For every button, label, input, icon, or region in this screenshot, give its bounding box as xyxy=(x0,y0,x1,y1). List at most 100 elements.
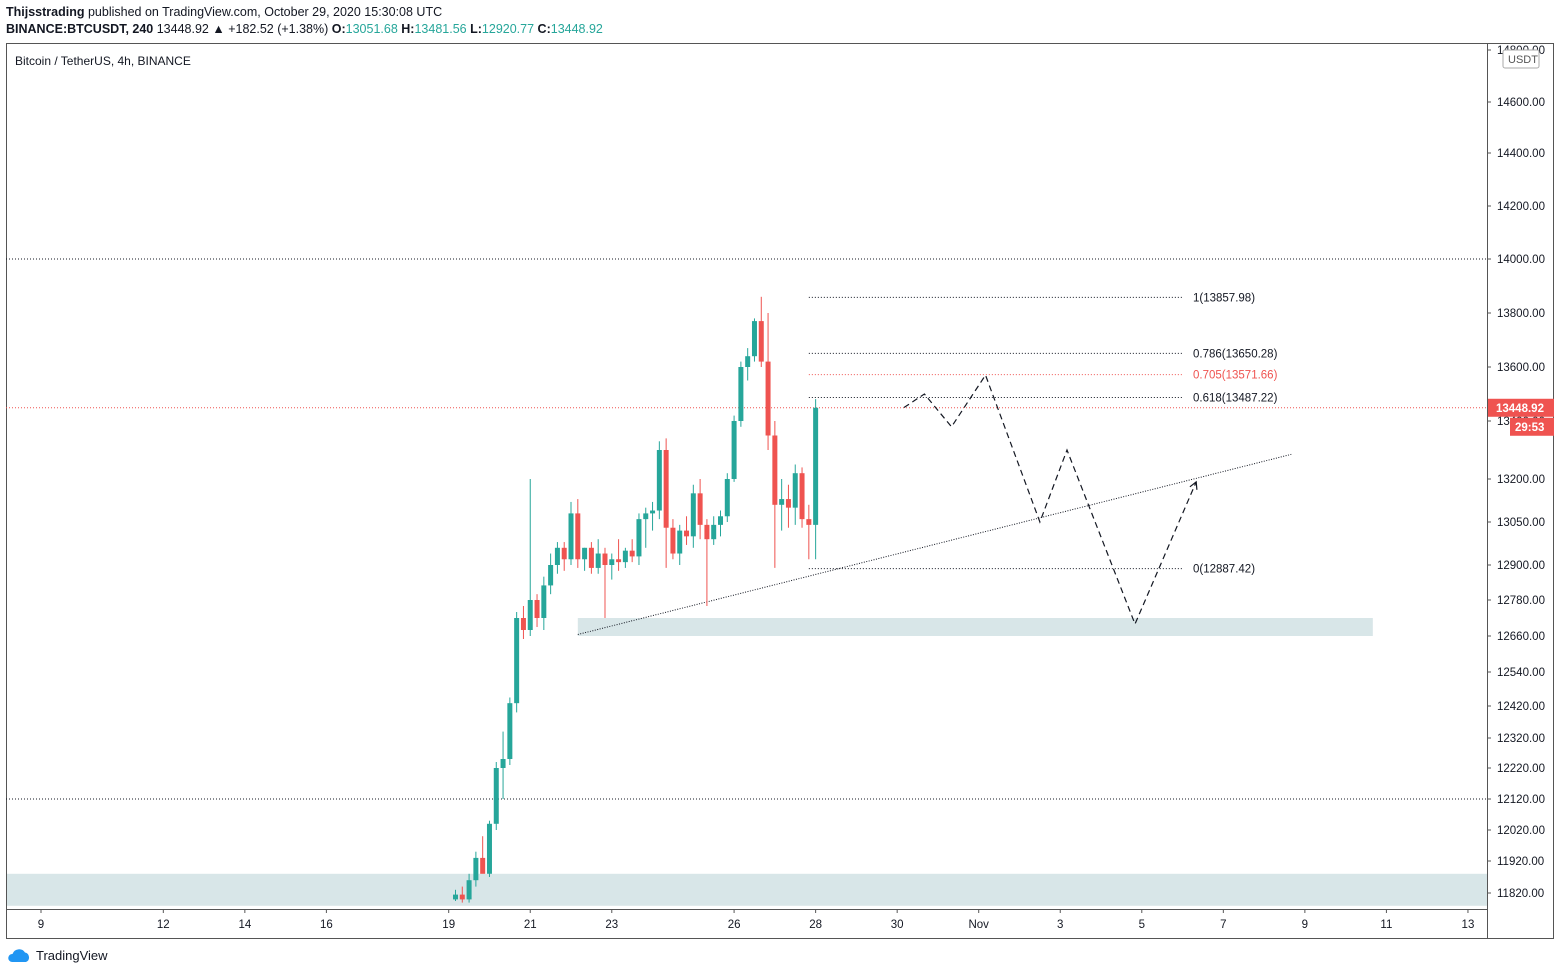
last-price: 13448.92 xyxy=(156,22,209,36)
x-tick-label: 13 xyxy=(1462,919,1475,931)
fib-level-label: 0.618(13487.22) xyxy=(1193,392,1278,404)
candle xyxy=(684,516,690,545)
x-tick-label: 26 xyxy=(728,919,741,931)
close-value: 13448.92 xyxy=(550,22,603,36)
candle-body xyxy=(622,550,628,563)
candle-body xyxy=(609,559,615,565)
candle-body xyxy=(534,600,540,618)
tradingview-logo[interactable]: TradingView xyxy=(6,948,108,963)
candle xyxy=(758,296,764,367)
x-tick-label: 12 xyxy=(157,919,170,931)
candle xyxy=(806,504,812,560)
candle xyxy=(602,547,608,618)
y-tick-label: 13200.00 xyxy=(1497,474,1545,486)
y-tick-label: 12900.00 xyxy=(1497,560,1545,572)
published-text: published on TradingView.com, October 29… xyxy=(87,5,443,19)
candle xyxy=(670,519,676,560)
chart-frame xyxy=(6,43,1554,939)
y-tick-label: 14600.00 xyxy=(1497,97,1545,109)
x-tick-label: 30 xyxy=(891,919,904,931)
publisher-line: Thijsstrading published on TradingView.c… xyxy=(6,5,442,19)
candle xyxy=(813,399,819,560)
x-tick-label: 9 xyxy=(1302,919,1308,931)
candle-body xyxy=(724,479,730,517)
y-tick-label: 13800.00 xyxy=(1497,308,1545,320)
candle xyxy=(480,836,486,874)
y-tick-label: 11820.00 xyxy=(1497,888,1544,900)
x-tick-label: 5 xyxy=(1139,919,1145,931)
candle xyxy=(650,501,656,531)
y-tick-label: 12660.00 xyxy=(1497,631,1545,643)
y-tick-label: 12780.00 xyxy=(1497,595,1545,607)
candle xyxy=(534,594,540,627)
candle xyxy=(772,421,778,568)
candle xyxy=(785,484,791,528)
candle xyxy=(663,438,669,568)
high-value: 13481.56 xyxy=(414,22,467,36)
fib-level-label: 0.705(13571.66) xyxy=(1193,370,1278,382)
candle-body xyxy=(527,600,533,630)
candle xyxy=(588,542,594,574)
candle xyxy=(690,484,696,548)
candle xyxy=(595,539,601,574)
candle-body xyxy=(554,547,560,565)
fib-level-label: 1(13857.98) xyxy=(1193,292,1255,304)
candle xyxy=(582,547,588,571)
candle-body xyxy=(575,513,581,560)
x-tick-label: 19 xyxy=(442,919,455,931)
currency-badge-box xyxy=(1502,49,1540,69)
candle-body xyxy=(670,527,676,554)
y-tick-label: 12420.00 xyxy=(1497,701,1545,713)
y-tick-label: 12320.00 xyxy=(1497,733,1545,745)
low-label: L: xyxy=(470,22,482,36)
candle-body xyxy=(772,435,778,505)
candle-body xyxy=(602,553,608,565)
candle-body xyxy=(785,499,791,508)
y-tick-label: 14400.00 xyxy=(1497,148,1545,160)
candle-body xyxy=(459,894,465,900)
author-name[interactable]: Thijsstrading xyxy=(6,5,85,19)
candle-body xyxy=(813,407,819,525)
low-value: 12920.77 xyxy=(481,22,535,36)
candle-body xyxy=(731,421,737,479)
candle xyxy=(500,731,506,799)
candle xyxy=(609,553,615,580)
y-tick-label: 11920.00 xyxy=(1497,856,1544,868)
candle xyxy=(514,612,520,713)
candle-body xyxy=(473,857,479,881)
candle-body xyxy=(799,473,805,520)
projection-path xyxy=(903,373,1197,626)
candle-body xyxy=(711,524,717,540)
candle-body xyxy=(697,493,703,525)
candle-body xyxy=(643,513,649,520)
y-tick-label: 12540.00 xyxy=(1497,667,1545,679)
candle xyxy=(554,542,560,574)
price-label-text: 13448.92 xyxy=(1496,403,1544,415)
candle-body xyxy=(452,894,458,900)
candle xyxy=(629,539,635,563)
candle-body xyxy=(480,857,486,874)
candle xyxy=(452,889,458,901)
y-tick-label: 12220.00 xyxy=(1497,763,1545,775)
x-tick-label: 14 xyxy=(238,919,251,931)
currency-badge-label: USDT xyxy=(1508,54,1538,66)
candle xyxy=(656,441,662,520)
candle xyxy=(765,313,771,450)
symbol-label: BINANCE:BTCUSDT, 240 xyxy=(6,22,154,36)
candle xyxy=(527,479,533,636)
candle-body xyxy=(792,473,798,508)
candle-body xyxy=(677,530,683,554)
candle xyxy=(697,479,703,540)
open-value: 13051.68 xyxy=(345,22,398,36)
candle xyxy=(745,348,751,381)
candle xyxy=(568,501,574,565)
candle-body xyxy=(751,321,757,357)
candle xyxy=(548,553,554,595)
x-tick-label: 11 xyxy=(1380,919,1392,931)
candle-body xyxy=(718,516,723,525)
candle-body xyxy=(806,519,812,525)
candle-body xyxy=(568,513,574,560)
candle xyxy=(779,479,785,531)
candle-body xyxy=(616,559,622,563)
